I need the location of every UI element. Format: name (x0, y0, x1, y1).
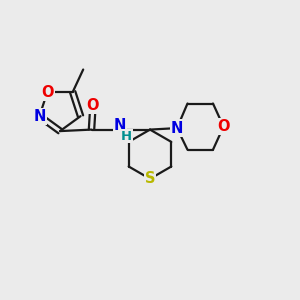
Text: S: S (145, 171, 155, 186)
Text: O: O (217, 119, 230, 134)
Text: N: N (171, 121, 183, 136)
Text: O: O (41, 85, 54, 100)
Text: N: N (114, 118, 126, 134)
Text: H: H (121, 130, 132, 143)
Text: O: O (87, 98, 99, 112)
Text: N: N (33, 109, 46, 124)
